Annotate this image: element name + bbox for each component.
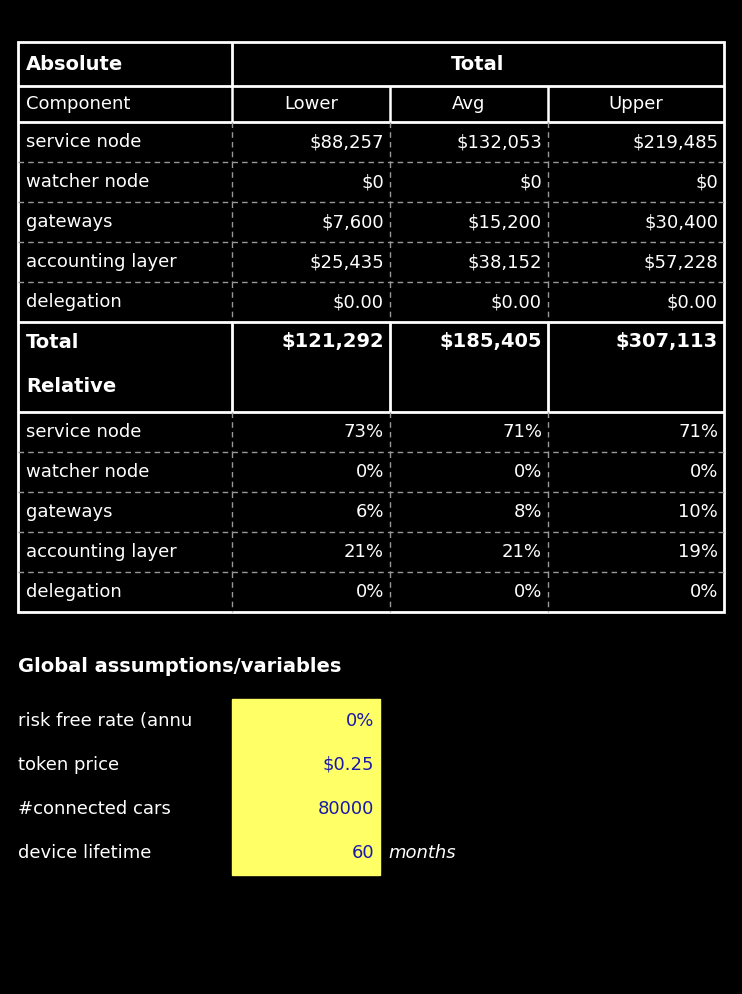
Text: Component: Component [26,95,131,113]
Text: $307,113: $307,113 [616,333,718,352]
Text: delegation: delegation [26,583,122,601]
Text: Relative: Relative [26,378,116,397]
Text: 0%: 0% [513,463,542,481]
Text: $132,053: $132,053 [456,133,542,151]
Text: $185,405: $185,405 [439,333,542,352]
Text: watcher node: watcher node [26,463,149,481]
Text: $0.00: $0.00 [491,293,542,311]
Text: 0%: 0% [355,463,384,481]
Text: delegation: delegation [26,293,122,311]
Text: 60: 60 [352,844,374,862]
Text: accounting layer: accounting layer [26,253,177,271]
Text: Total: Total [451,55,505,74]
Text: 71%: 71% [502,423,542,441]
Text: service node: service node [26,133,142,151]
Text: Avg: Avg [453,95,486,113]
Text: token price: token price [18,756,119,774]
Text: Upper: Upper [608,95,663,113]
Text: $219,485: $219,485 [632,133,718,151]
Bar [18,42,724,612]
Text: $25,435: $25,435 [309,253,384,271]
Text: 0%: 0% [689,583,718,601]
Text: risk free rate (annu: risk free rate (annu [18,712,192,730]
Text: gateways: gateways [26,213,113,231]
Text: $0: $0 [519,173,542,191]
Text: $0: $0 [695,173,718,191]
Text: Absolute: Absolute [26,55,123,74]
Text: Total: Total [26,333,79,352]
Text: $7,600: $7,600 [321,213,384,231]
Text: 0%: 0% [355,583,384,601]
Text: 8%: 8% [513,503,542,521]
Text: Global assumptions/variables: Global assumptions/variables [18,657,341,677]
Text: $30,400: $30,400 [644,213,718,231]
Text: 21%: 21% [502,543,542,561]
Text: $57,228: $57,228 [643,253,718,271]
Text: 0%: 0% [513,583,542,601]
Text: months: months [388,844,456,862]
Text: #connected cars: #connected cars [18,800,171,818]
Text: gateways: gateways [26,503,113,521]
Text: 80000: 80000 [318,800,374,818]
Text: 71%: 71% [678,423,718,441]
Text: $0.00: $0.00 [667,293,718,311]
Text: accounting layer: accounting layer [26,543,177,561]
Text: 0%: 0% [689,463,718,481]
Text: 0%: 0% [346,712,374,730]
Text: $0: $0 [361,173,384,191]
Text: $88,257: $88,257 [309,133,384,151]
Bar [232,699,380,875]
Text: 21%: 21% [344,543,384,561]
Text: device lifetime: device lifetime [18,844,151,862]
Text: service node: service node [26,423,142,441]
Text: $38,152: $38,152 [467,253,542,271]
Text: $121,292: $121,292 [281,333,384,352]
Text: $0.00: $0.00 [333,293,384,311]
Text: 10%: 10% [678,503,718,521]
Text: $15,200: $15,200 [468,213,542,231]
Text: 6%: 6% [355,503,384,521]
Text: 73%: 73% [344,423,384,441]
Text: Lower: Lower [284,95,338,113]
Text: $0.25: $0.25 [323,756,374,774]
Text: watcher node: watcher node [26,173,149,191]
Text: 19%: 19% [678,543,718,561]
